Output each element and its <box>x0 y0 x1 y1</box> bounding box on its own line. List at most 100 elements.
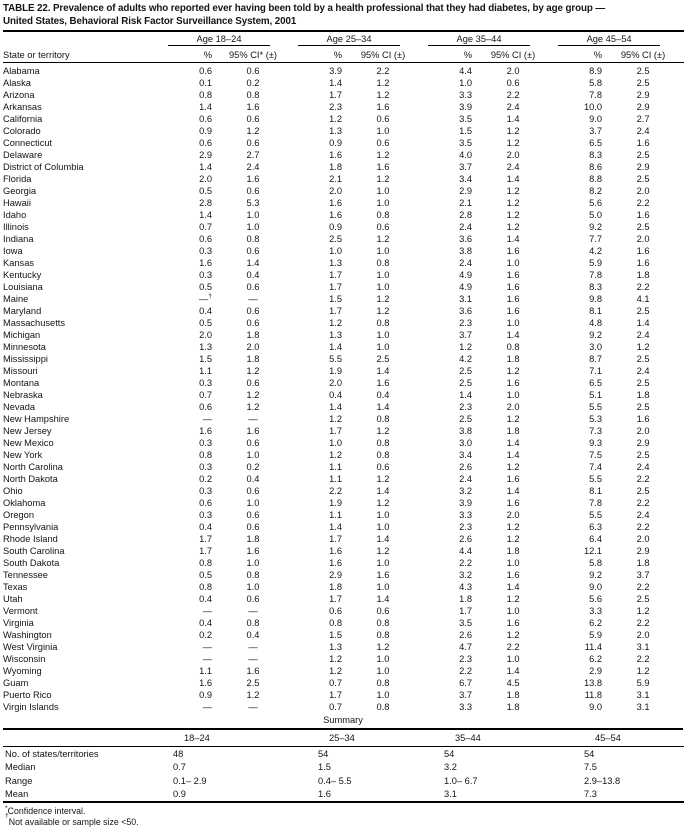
pct-value: —† <box>198 292 212 304</box>
summary-age-column-header: 45–54 <box>579 730 684 747</box>
state-name: Ohio <box>3 486 23 496</box>
table-row: Virgin Islands — — 0.7 0.8 3.3 1.8 9.0 3.1 <box>3 701 684 713</box>
ci-value: 1.8 <box>636 390 650 400</box>
pct-value: 1.6 <box>329 546 343 556</box>
summary-age-column-header: 18–24 <box>168 730 313 747</box>
pct-value: 3.6 <box>459 234 473 244</box>
state-name: Minnesota <box>3 342 46 352</box>
table-row: Ohio 0.3 0.6 2.2 1.4 3.2 1.4 8.1 2.5 <box>3 485 684 497</box>
ci-value: 1.0 <box>376 522 390 532</box>
summary-value: 0.7 <box>173 762 186 772</box>
ci-value: 1.0 <box>376 666 390 676</box>
pct-value: 0.3 <box>199 270 212 280</box>
pct-value: 5.6 <box>589 594 603 604</box>
pct-value: 1.0 <box>459 78 473 88</box>
pct-value: 3.3 <box>459 90 473 100</box>
ci-value: 1.0 <box>246 498 260 508</box>
table-row: New Mexico 0.3 0.6 1.0 0.8 3.0 1.4 9.3 2.9 <box>3 437 684 449</box>
pct-value: 2.5 <box>459 366 473 376</box>
pct-value: 5.5 <box>589 402 603 412</box>
pct-value: 0.8 <box>199 450 212 460</box>
summary-row: Median 0.7 1.5 3.2 7.5 <box>3 761 684 775</box>
ci-value: — <box>248 414 258 424</box>
state-name: Louisiana <box>3 282 43 292</box>
pct-value: 1.7 <box>329 90 343 100</box>
ci-value: 1.0 <box>376 282 390 292</box>
ci-value: 2.5 <box>376 354 390 364</box>
pct-value: 0.3 <box>199 462 212 472</box>
ci-value: — <box>248 294 258 304</box>
ci-value: 1.0 <box>376 126 390 136</box>
ci-value: 1.2 <box>636 666 650 676</box>
pct-value: — <box>202 414 212 424</box>
ci-value: 1.0 <box>246 450 260 460</box>
pct-value: 4.2 <box>589 246 603 256</box>
pct-value: 0.5 <box>199 318 212 328</box>
table-title-line1: TABLE 22. Prevalence of adults who repor… <box>3 3 606 14</box>
pct-value: 3.2 <box>459 570 473 580</box>
summary-value: 0.1– 2.9 <box>173 775 207 786</box>
pct-value: 4.4 <box>459 66 473 76</box>
ci-value: 2.2 <box>376 66 390 76</box>
ci-value: 2.2 <box>636 654 650 664</box>
state-name: West Virginia <box>3 642 58 652</box>
footnotes: *Confidence interval. †Not available or s… <box>3 805 683 828</box>
table-row: Oklahoma 0.6 1.0 1.9 1.2 3.9 1.6 7.8 2.2 <box>3 497 684 509</box>
dagger-marker: † <box>5 812 9 820</box>
ci-value: 2.0 <box>636 186 650 196</box>
ci-value: 1.8 <box>636 558 650 568</box>
summary-value: 1.5 <box>318 762 331 772</box>
table-row: Colorado 0.9 1.2 1.3 1.0 1.5 1.2 3.7 2.4 <box>3 125 684 137</box>
pct-value: 0.6 <box>199 138 212 148</box>
state-name: Tennessee <box>3 570 48 580</box>
pct-value: 1.2 <box>329 666 343 676</box>
state-name: Wisconsin <box>3 654 46 664</box>
pct-value: 2.4 <box>459 474 473 484</box>
ci-value: 0.6 <box>246 282 260 292</box>
pct-value: 4.2 <box>459 354 473 364</box>
age-group-header: Age 45–54 <box>554 31 684 46</box>
pct-value: 7.8 <box>589 270 603 280</box>
state-name: New Hampshire <box>3 414 70 424</box>
pct-value: 6.5 <box>589 378 603 388</box>
pct-value: 2.8 <box>459 210 473 220</box>
ci-value: 1.6 <box>246 546 260 556</box>
ci-value: 1.6 <box>506 474 520 484</box>
ci-value: 1.2 <box>506 210 520 220</box>
pct-value: 3.7 <box>459 330 473 340</box>
ci-value: 1.0 <box>376 654 390 664</box>
ci-value: 0.8 <box>376 414 390 424</box>
ci-value: 0.8 <box>376 630 390 640</box>
ci-value: 1.0 <box>376 690 390 700</box>
ci-value: 2.5 <box>636 450 650 460</box>
ci-value: — <box>248 606 258 616</box>
state-name: South Carolina <box>3 546 65 556</box>
ci-value: 4.1 <box>636 294 650 304</box>
pct-value: 4.8 <box>589 318 603 328</box>
state-name: Pennsylvania <box>3 522 59 532</box>
ci-value: 2.2 <box>636 498 650 508</box>
pct-value: 1.6 <box>199 258 212 268</box>
pct-value: 0.8 <box>199 90 212 100</box>
pct-value: 0.6 <box>199 234 212 244</box>
table-row: Maine —† — 1.5 1.2 3.1 1.6 9.8 4.1 <box>3 293 684 305</box>
pct-value: 1.2 <box>329 414 343 424</box>
ci-value: 1.6 <box>506 570 520 580</box>
ci-value: 2.4 <box>636 510 650 520</box>
summary-value: 54 <box>444 748 455 759</box>
table-row: Texas 0.8 1.0 1.8 1.0 4.3 1.4 9.0 2.2 <box>3 581 684 593</box>
age-group-label: Age 18–24 <box>168 34 271 46</box>
ci-value: 1.2 <box>376 546 390 556</box>
pct-value: 1.5 <box>329 630 343 640</box>
column-header-row: State or territory % 95% CI* (±)% 95% CI (… <box>3 46 685 63</box>
ci-value: 1.4 <box>376 366 390 376</box>
table-row: Michigan 2.0 1.8 1.3 1.0 3.7 1.4 9.2 2.4 <box>3 329 684 341</box>
ci-value: 0.6 <box>246 594 260 604</box>
table-row: Hawaii 2.8 5.3 1.6 1.0 2.1 1.2 5.6 2.2 <box>3 197 684 209</box>
ci-value: 1.2 <box>246 126 260 136</box>
ci-value: 1.2 <box>376 426 390 436</box>
ci-value: 3.1 <box>636 690 650 700</box>
pct-value: 1.2 <box>329 318 343 328</box>
ci-value: 1.0 <box>506 558 520 568</box>
ci-value: 1.4 <box>506 582 520 592</box>
